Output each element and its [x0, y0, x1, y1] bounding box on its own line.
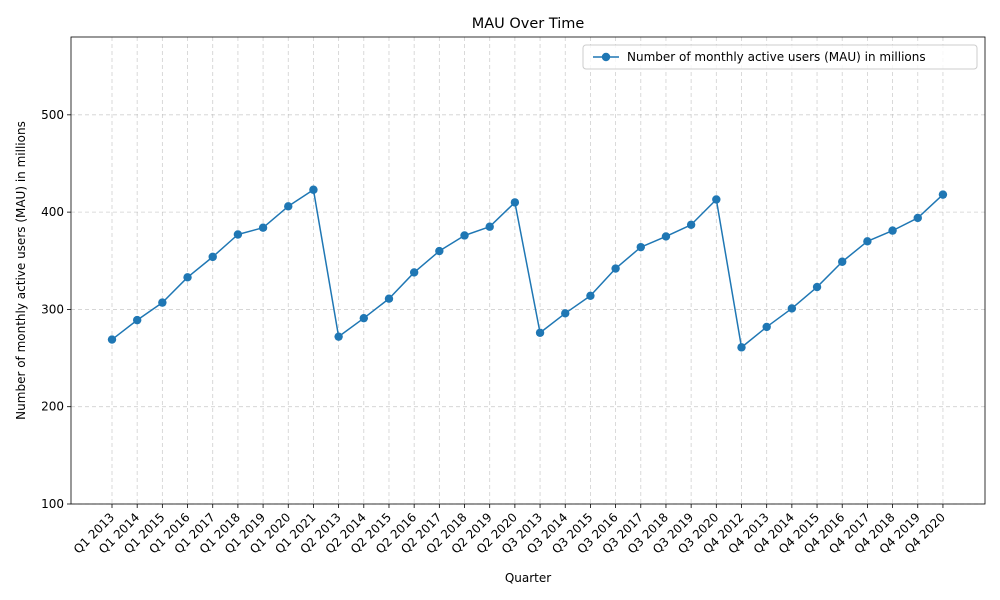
data-point	[132, 315, 142, 325]
data-point	[913, 213, 922, 223]
y-tick-label: 100	[41, 497, 64, 511]
legend: Number of monthly active users (MAU) in …	[582, 44, 978, 70]
data-point	[233, 230, 243, 239]
x-axis-label: Quarter	[505, 571, 551, 585]
plot-frame	[70, 36, 986, 505]
y-tick-label: 300	[41, 302, 64, 316]
data-point	[561, 309, 570, 318]
data-point	[535, 328, 545, 337]
data-point	[938, 190, 948, 199]
data-point	[359, 313, 368, 323]
legend-marker-swatch	[601, 52, 611, 62]
data-point	[183, 273, 192, 282]
data-point	[384, 294, 394, 303]
data-point	[258, 223, 268, 232]
data-point	[812, 282, 822, 292]
y-tick-label: 200	[41, 400, 64, 414]
data-point	[888, 226, 897, 235]
data-point	[636, 242, 645, 252]
data-point	[838, 257, 847, 266]
data-point	[107, 335, 117, 344]
y-tick-label: 400	[41, 205, 64, 219]
chart-title: MAU Over Time	[472, 16, 585, 32]
data-point	[284, 202, 293, 211]
y-axis-label: Number of monthly active users (MAU) in …	[14, 121, 28, 420]
data-point	[309, 185, 318, 194]
y-axis-ticks: 100 200 300 400 500	[41, 108, 71, 511]
data-point	[863, 237, 872, 246]
data-point	[409, 268, 419, 277]
data-point	[510, 198, 520, 207]
data-point	[611, 264, 620, 273]
series-line	[111, 189, 944, 349]
legend-label: Number of monthly active users (MAU) in …	[627, 50, 926, 64]
series-layer	[107, 185, 948, 352]
data-point	[208, 252, 217, 262]
legend-box	[582, 44, 978, 70]
data-point	[686, 220, 696, 229]
data-point	[712, 195, 721, 204]
data-point	[787, 304, 797, 313]
data-point	[334, 332, 343, 341]
data-point	[762, 322, 771, 332]
data-point	[586, 291, 595, 300]
data-point	[737, 343, 746, 352]
data-point	[158, 298, 167, 307]
data-point	[485, 222, 494, 231]
data-point	[435, 246, 444, 256]
data-point	[460, 231, 469, 240]
y-tick-label: 500	[41, 108, 64, 122]
data-point	[661, 232, 671, 241]
